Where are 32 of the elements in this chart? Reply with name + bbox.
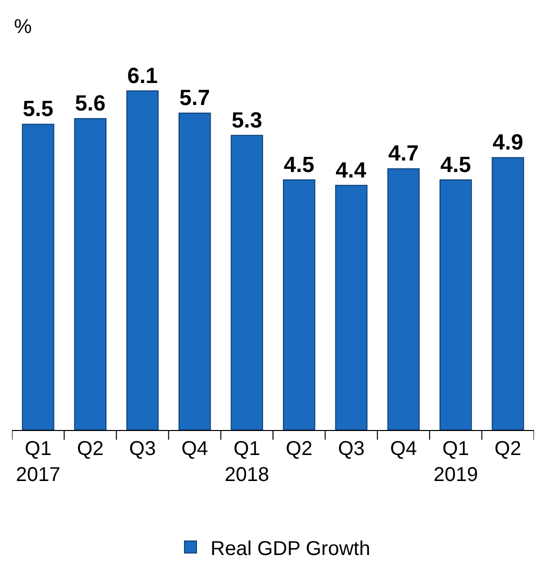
- data-label: 5.7: [179, 85, 210, 110]
- bar: [126, 90, 159, 430]
- x-tick-label: Q3: [129, 438, 156, 460]
- bar: [492, 157, 524, 430]
- bar: [335, 184, 368, 430]
- data-label: 4.9: [492, 130, 524, 155]
- x-tick-label: Q4: [390, 438, 417, 460]
- data-label: 5.5: [22, 96, 54, 122]
- data-label: 6.1: [127, 62, 158, 88]
- bar: [22, 124, 54, 430]
- x-tick-label: Q1 2017: [16, 438, 60, 486]
- bar: [178, 112, 211, 430]
- x-tick-label: Q2: [494, 438, 522, 460]
- bar: [282, 179, 316, 430]
- x-tick-label: Q1 2018: [224, 438, 270, 486]
- data-label: 5.6: [75, 90, 106, 116]
- data-label: 4.4: [336, 157, 367, 182]
- x-tick-label: Q3: [338, 438, 365, 460]
- legend-label: Real GDP Growth: [210, 538, 370, 560]
- bar: [230, 134, 264, 430]
- bar: [74, 118, 106, 430]
- data-label: 5.3: [232, 107, 262, 132]
- data-label: 4.5: [440, 152, 471, 177]
- x-tick-label: Q2: [286, 438, 312, 460]
- x-tick-label: Q2: [76, 438, 104, 460]
- bar: [440, 179, 472, 430]
- y-axis-title: %: [14, 16, 32, 38]
- x-tick-label: Q1 2019: [433, 438, 478, 486]
- data-label: 4.7: [388, 140, 419, 166]
- data-label: 4.5: [284, 152, 314, 177]
- x-tick-label: Q4: [181, 438, 208, 460]
- bar: [387, 168, 420, 430]
